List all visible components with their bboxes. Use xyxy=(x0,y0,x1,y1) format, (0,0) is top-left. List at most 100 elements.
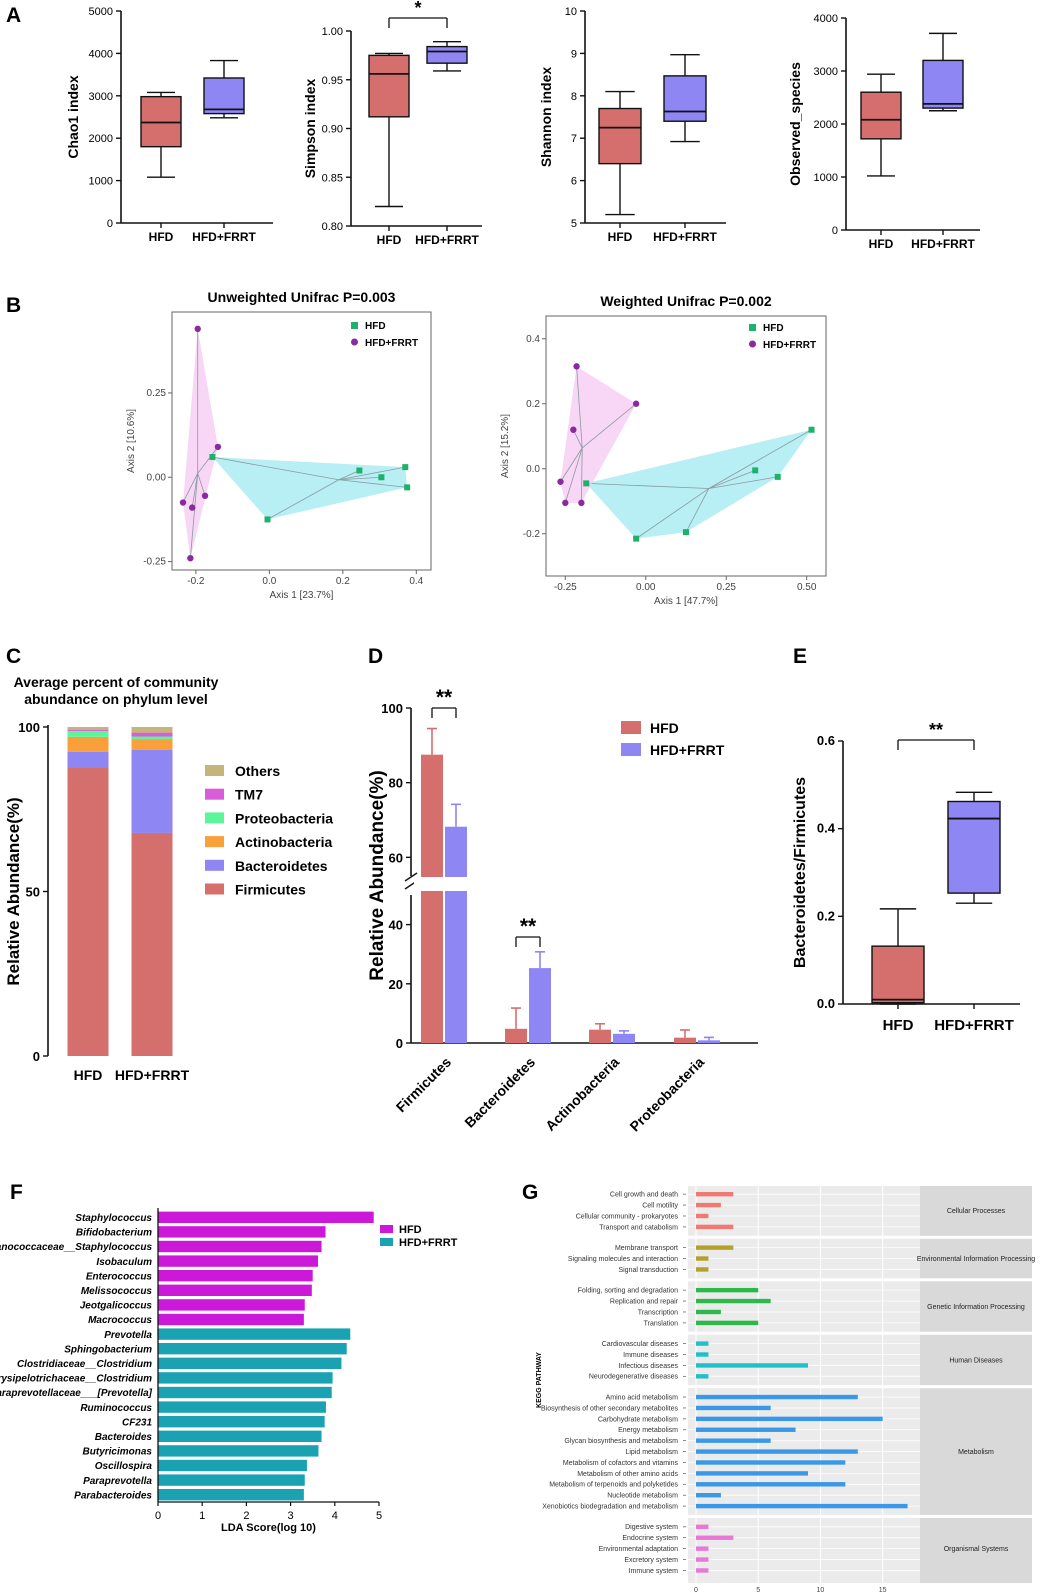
B2-ytick-label: 0.2 xyxy=(526,399,540,410)
C-legend-swatch xyxy=(205,788,224,800)
D-ytick-label: 100 xyxy=(381,701,403,716)
C-bar-bacteroidetes xyxy=(131,749,173,833)
B1-point-hfd-frrt xyxy=(194,325,201,333)
G-pathway-label: Metabolism of cofactors and vitamins xyxy=(563,1460,679,1467)
G-pathway-label: Xenobiotics biodegradation and metabolis… xyxy=(542,1504,678,1511)
A1-ytick-label: 1000 xyxy=(89,176,113,188)
B2-y-title: Axis 2 [15.2%] xyxy=(500,414,511,478)
B2-spider-line xyxy=(685,488,710,533)
D-bar-firmicutes-hfd-frrt xyxy=(445,826,467,1043)
B2-point-hfd-frrt xyxy=(562,499,569,507)
G-pathway-label: Metabolism of terpenoids and polyketides xyxy=(549,1482,678,1489)
A2-box-hfd+frrt xyxy=(426,45,468,64)
panel-label-a: A xyxy=(6,4,21,27)
B1-ytick-label: -0.25 xyxy=(143,557,166,568)
A2-ytick-label: 1.00 xyxy=(322,26,343,38)
G-bar xyxy=(696,1524,709,1530)
F-taxon-label: Isobaculum xyxy=(96,1257,152,1268)
B1-xtick-label: 0.4 xyxy=(409,576,423,587)
F-bar-hfd-frrt xyxy=(158,1372,333,1384)
A4-box-hfd+frrt xyxy=(922,59,964,109)
G-xtick-label: 15 xyxy=(879,1587,887,1594)
B2-spider-line xyxy=(581,447,583,503)
F-xtick-label: 4 xyxy=(332,1510,338,1522)
A1-ytick-label: 4000 xyxy=(89,48,113,60)
A1-ytick-label: 3000 xyxy=(89,91,113,103)
A3-category-label: HFD+FRRT xyxy=(653,230,717,244)
G-pathway-label: Folding, sorting and degradation xyxy=(578,1288,679,1295)
F-taxon-label: Macrococcus xyxy=(88,1315,152,1326)
B1-point-hfd xyxy=(404,484,411,491)
G-group-separator xyxy=(686,1385,1032,1389)
F-taxon-label: Paraprevotella xyxy=(83,1476,152,1487)
G-xtick-label: 0 xyxy=(694,1587,698,1594)
F-taxon-label: Paraprevotellaceae___[Prevotella] xyxy=(0,1388,153,1399)
F-bar-hfd-frrt xyxy=(158,1343,347,1355)
C-title-line: abundance on phylum level xyxy=(24,691,208,707)
D-y-title: Relative Abundance(%) xyxy=(367,770,388,980)
B1-point-hfd xyxy=(264,516,271,523)
G-pathway-label: Nucleotide metabolism xyxy=(607,1493,678,1500)
G-bar xyxy=(696,1320,759,1326)
D-bar-actinobacteria-hfd xyxy=(589,1029,611,1043)
B1-y-title: Axis 2 [10.6%] xyxy=(126,409,137,473)
G-pathway-label: Immune diseases xyxy=(623,1352,678,1359)
B2-legend-swatch-hfd-frrt xyxy=(749,340,756,348)
D-category-label: Proteobacteria xyxy=(626,1054,707,1135)
G-bar xyxy=(696,1309,721,1315)
G-bar xyxy=(696,1245,734,1250)
G-bar xyxy=(696,1493,721,1498)
A2-ytick-label: 0.85 xyxy=(322,172,343,184)
G-bar xyxy=(696,1352,709,1357)
B2-point-hfd-frrt xyxy=(570,426,577,433)
F-bar-hfd xyxy=(158,1255,319,1267)
C-bar-tm7 xyxy=(131,732,173,737)
B1-spider-line xyxy=(338,466,406,481)
F-bar-hfd xyxy=(158,1211,374,1223)
A4-ytick-label: 1000 xyxy=(814,172,838,184)
panel-label-c: C xyxy=(6,645,21,668)
A3-ytick-label: 6 xyxy=(571,176,577,188)
G-pathway-label: Carbohydrate metabolism xyxy=(598,1416,678,1423)
G-group-label: Metabolism xyxy=(958,1449,994,1456)
B1-spider-line xyxy=(191,473,199,508)
C-bar-others xyxy=(131,727,173,733)
F-x-title: LDA Score(log 10) xyxy=(221,1522,316,1534)
F-taxon-label: Melissococcus xyxy=(81,1286,153,1297)
G-group-label: Human Diseases xyxy=(949,1357,1003,1364)
C-legend-label: Proteobacteria xyxy=(235,810,333,826)
G-pathway-label: Glycan biosynthesis and metabolism xyxy=(564,1438,678,1445)
F-bar-hfd-frrt xyxy=(158,1357,342,1369)
D-category-label: Firmicutes xyxy=(393,1054,455,1116)
panel-label-e: E xyxy=(793,645,807,668)
D-legend-label: HFD+FRRT xyxy=(650,742,725,758)
F-bar-hfd xyxy=(158,1226,326,1238)
A4-ytick-label: 3000 xyxy=(814,66,838,78)
B1-ytick-label: 0.25 xyxy=(147,388,167,399)
B2-spider-line xyxy=(576,366,583,448)
B2-spider-line xyxy=(586,482,709,489)
C-bar-actinobacteria xyxy=(67,736,109,752)
A4-ytick-label: 2000 xyxy=(814,119,838,131)
B1-ytick-label: 0.00 xyxy=(147,472,167,483)
B1-point-hfd xyxy=(378,474,385,481)
G-pathway-label: Amino acid metabolism xyxy=(606,1394,679,1401)
C-ytick-label: 50 xyxy=(26,885,40,900)
G-strip-background xyxy=(920,1186,1032,1583)
C-legend-label: Bacteroidetes xyxy=(235,858,328,874)
A2-ytick-label: 0.95 xyxy=(322,75,343,87)
G-group-label: Organismal Systems xyxy=(944,1546,1009,1553)
G-bar xyxy=(696,1191,734,1197)
A1-category-label: HFD xyxy=(149,230,174,244)
F-bar-hfd xyxy=(158,1313,304,1326)
B2-legend-swatch-hfd xyxy=(749,324,756,331)
A3-ytick-label: 8 xyxy=(571,91,577,103)
B2-xtick-label: 0.25 xyxy=(716,582,736,593)
B2-legend-label: HFD+FRRT xyxy=(763,340,816,351)
D-sig-label: ** xyxy=(520,915,537,938)
F-bar-hfd-frrt xyxy=(158,1459,307,1472)
C-ytick-label: 100 xyxy=(18,720,40,735)
F-legend-label: HFD xyxy=(399,1224,422,1236)
C-bar-tm7 xyxy=(67,729,109,731)
B2-ytick-label: 0.0 xyxy=(526,464,540,475)
